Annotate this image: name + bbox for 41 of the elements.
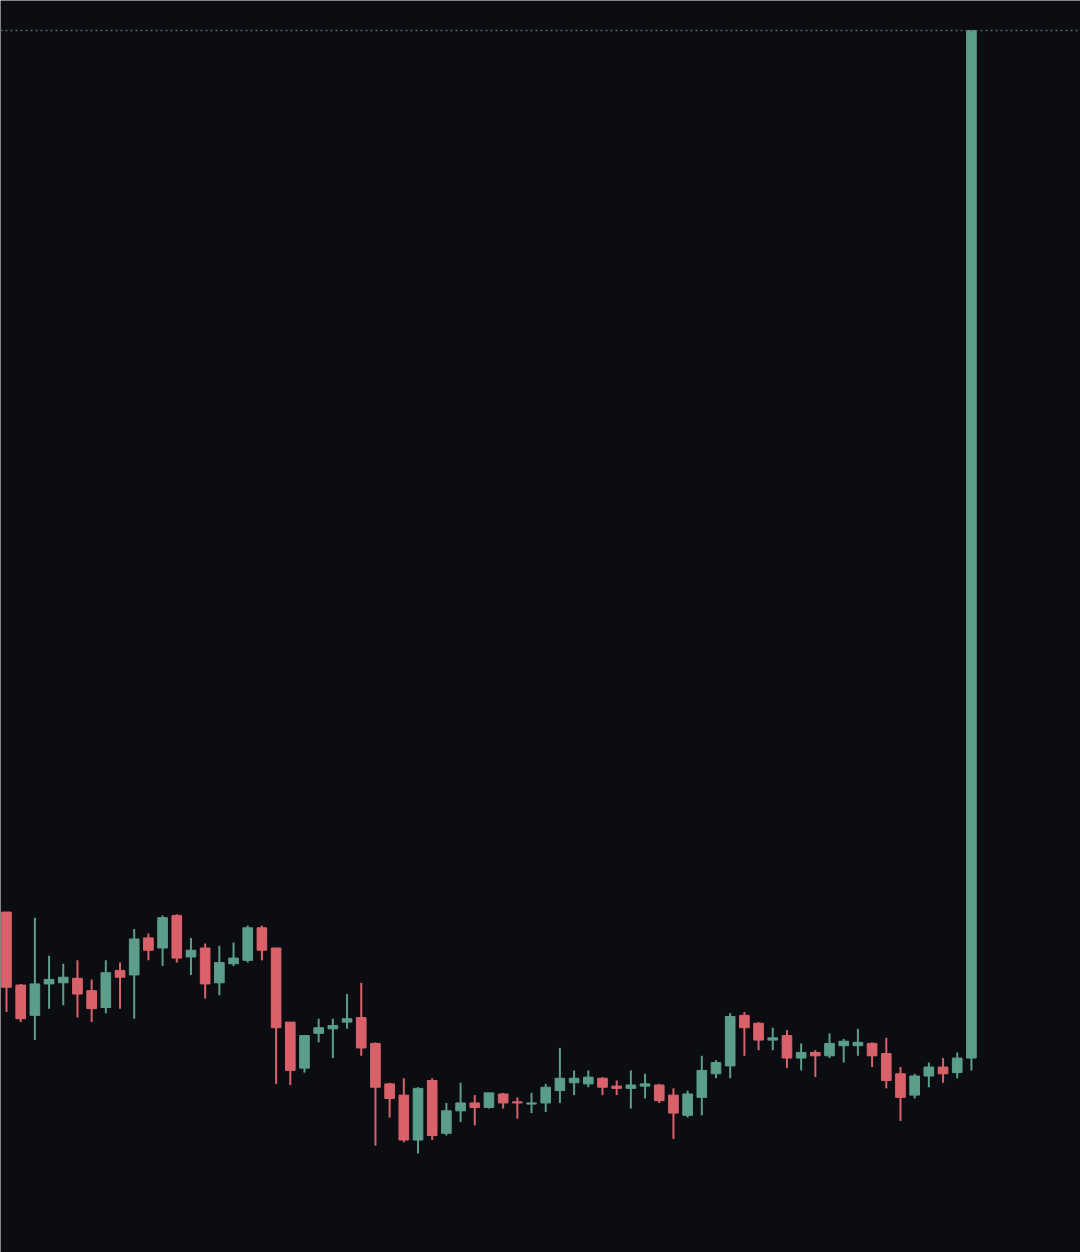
candlestick [384, 1081, 395, 1119]
candlestick [767, 1026, 779, 1052]
candlestick [72, 959, 83, 1019]
candlestick [185, 936, 197, 976]
candlestick [923, 1061, 935, 1089]
candlestick [682, 1089, 693, 1119]
candlestick [639, 1072, 651, 1100]
candlestick [441, 1101, 452, 1137]
candlestick [256, 924, 268, 962]
candlestick [852, 1027, 864, 1057]
candlestick [753, 1021, 764, 1052]
candlestick [57, 962, 69, 1007]
candlestick [810, 1049, 821, 1079]
candlestick [795, 1042, 807, 1072]
candlestick [469, 1094, 481, 1127]
candlestick [214, 944, 225, 997]
candlestick [909, 1072, 920, 1100]
candlestick [739, 1011, 750, 1057]
candlestick [540, 1082, 552, 1113]
candlestick [866, 1041, 878, 1069]
candlestick [143, 932, 154, 962]
candlestick [228, 941, 239, 967]
candlestick [327, 1017, 339, 1060]
candlestick [937, 1057, 949, 1084]
candlestick [341, 993, 353, 1030]
candlestick [114, 961, 126, 1010]
candlestick [526, 1091, 537, 1115]
candlestick [554, 1046, 566, 1104]
candlestick [824, 1032, 835, 1060]
candlestick [43, 954, 55, 1010]
candlestick [668, 1087, 679, 1140]
candlestick [512, 1096, 523, 1120]
candlestick [838, 1037, 850, 1064]
candlestick [951, 1051, 963, 1080]
candlestick [455, 1081, 466, 1124]
candlestick [625, 1069, 637, 1110]
candlestick [86, 978, 97, 1024]
candlestick [781, 1028, 793, 1070]
candlestick [313, 1017, 324, 1044]
candlestick [895, 1066, 906, 1122]
candlestick [568, 1069, 580, 1097]
